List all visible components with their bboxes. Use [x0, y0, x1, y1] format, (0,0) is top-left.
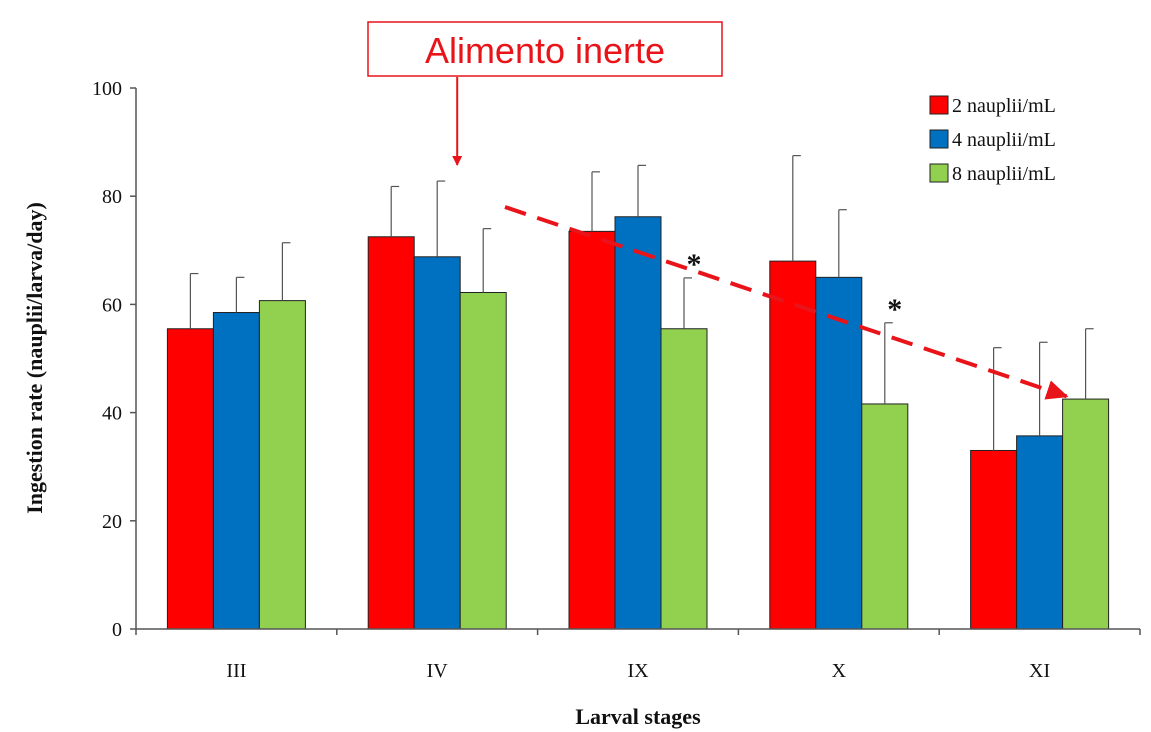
- bar: [1016, 435, 1064, 630]
- annotation-callout: Alimento inerte: [367, 21, 723, 166]
- legend-label: 8 nauplii/mL: [952, 163, 1056, 185]
- y-axis-ticks: 0 20 40 60 80 100: [92, 78, 136, 641]
- bar: [614, 216, 662, 630]
- bar: [1062, 398, 1110, 630]
- x-tick-label: XI: [1029, 660, 1050, 682]
- x-tick-label: III: [226, 660, 246, 682]
- bar: [459, 291, 507, 630]
- bars-layer: [166, 216, 1110, 630]
- legend-label: 4 nauplii/mL: [952, 129, 1056, 151]
- bar: [861, 403, 909, 630]
- legend: 2 nauplii/mL 4 nauplii/mL 8 nauplii/mL: [929, 95, 1056, 185]
- legend-swatch: [929, 163, 949, 183]
- legend-swatch: [929, 129, 949, 149]
- bar: [367, 236, 415, 630]
- y-tick-label: 80: [102, 186, 122, 208]
- significance-asterisk: *: [687, 248, 702, 281]
- legend-swatch: [929, 95, 949, 115]
- trend-arrow: [504, 205, 1069, 400]
- x-axis-title: Larval stages: [575, 704, 701, 729]
- bar: [815, 276, 863, 630]
- y-tick-label: 0: [112, 619, 122, 641]
- y-tick-label: 60: [102, 294, 122, 316]
- bar: [568, 230, 616, 630]
- annotation-text: Alimento inerte: [425, 30, 665, 71]
- x-axis-ticks: III IV IX X XI: [135, 629, 1141, 682]
- y-axis-title: Ingestion rate (nauplii/larva/day): [22, 202, 47, 514]
- legend-label: 2 nauplii/mL: [952, 95, 1056, 117]
- y-tick-label: 40: [102, 403, 122, 425]
- x-tick-label: IV: [427, 660, 449, 682]
- y-tick-label: 100: [92, 78, 122, 100]
- bar: [413, 256, 461, 630]
- annotation-box: [367, 21, 723, 77]
- significance-markers: **: [687, 248, 903, 326]
- bar: [212, 312, 260, 630]
- bar: [258, 300, 306, 630]
- significance-asterisk: *: [887, 293, 902, 326]
- bar: [660, 328, 708, 630]
- bar: [769, 260, 817, 630]
- y-tick-label: 20: [102, 511, 122, 533]
- x-tick-label: X: [832, 660, 847, 682]
- bar: [970, 449, 1018, 630]
- bar: [166, 328, 214, 630]
- x-tick-label: IX: [627, 660, 649, 682]
